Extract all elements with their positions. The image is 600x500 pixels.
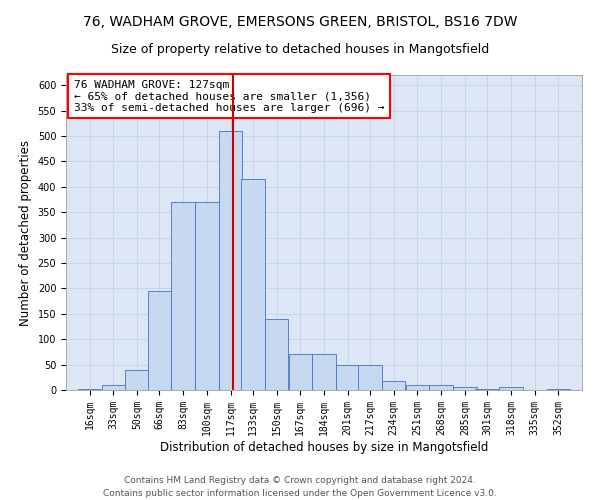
Bar — [547, 389, 570, 390]
Bar — [78, 389, 101, 390]
Bar — [312, 354, 336, 390]
Bar — [195, 202, 218, 390]
Bar — [406, 385, 429, 390]
Text: 76, WADHAM GROVE, EMERSONS GREEN, BRISTOL, BS16 7DW: 76, WADHAM GROVE, EMERSONS GREEN, BRISTO… — [83, 15, 517, 29]
Text: Size of property relative to detached houses in Mangotsfield: Size of property relative to detached ho… — [111, 42, 489, 56]
Text: Contains HM Land Registry data © Crown copyright and database right 2024.
Contai: Contains HM Land Registry data © Crown c… — [103, 476, 497, 498]
Text: 76 WADHAM GROVE: 127sqm
← 65% of detached houses are smaller (1,356)
33% of semi: 76 WADHAM GROVE: 127sqm ← 65% of detache… — [74, 80, 384, 113]
Bar — [265, 319, 289, 390]
Y-axis label: Number of detached properties: Number of detached properties — [19, 140, 32, 326]
X-axis label: Distribution of detached houses by size in Mangotsfield: Distribution of detached houses by size … — [160, 440, 488, 454]
Bar — [358, 364, 382, 390]
Bar — [499, 388, 523, 390]
Bar — [453, 388, 476, 390]
Bar — [241, 179, 265, 390]
Bar — [172, 202, 195, 390]
Bar — [382, 381, 406, 390]
Bar — [125, 370, 149, 390]
Bar — [219, 131, 242, 390]
Bar — [148, 291, 171, 390]
Bar — [336, 364, 359, 390]
Bar — [101, 385, 125, 390]
Bar — [289, 354, 312, 390]
Bar — [475, 389, 499, 390]
Bar — [430, 385, 453, 390]
